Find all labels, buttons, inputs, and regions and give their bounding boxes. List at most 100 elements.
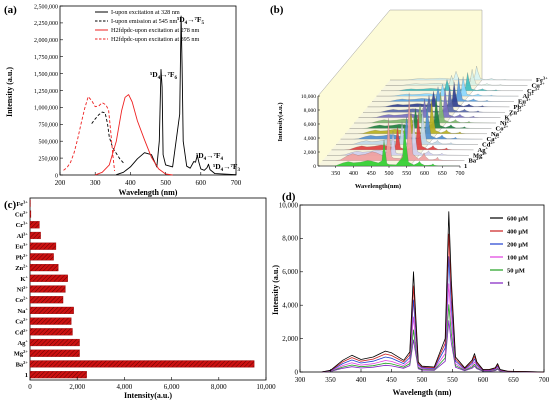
- bar-10: [30, 307, 74, 314]
- panel-d-x-label: Wavelength (nm): [393, 388, 452, 397]
- legend-label: 600 μM: [507, 216, 528, 223]
- x-tick-label: 6,000: [164, 383, 180, 391]
- bar-11: [30, 318, 71, 325]
- bar-9: [30, 296, 63, 303]
- category-label: Ba2+: [16, 360, 29, 369]
- category-label: Cr3+: [16, 221, 29, 230]
- bar-6: [30, 264, 58, 271]
- series-line: [321, 212, 544, 372]
- legend-label: 100 μM: [507, 255, 528, 262]
- panel-a-y-label: Intensity (a.u.): [5, 67, 14, 117]
- y-tick-label: 1,500,000: [34, 72, 58, 78]
- x-tick-label: 700: [231, 179, 242, 187]
- legend-label: 200 μM: [507, 242, 528, 249]
- x-tick-label: 0: [28, 383, 32, 391]
- panel-d-y-label: Intensity (a.u.): [271, 265, 280, 315]
- category-label: Na+: [17, 306, 28, 315]
- x-tick-label: 650: [508, 376, 519, 384]
- y-tick-label: 10,000: [279, 201, 299, 209]
- bar-14: [30, 350, 80, 357]
- panel-c-categories: Fe3+Cu2+Cr3+Al3+Eu3+Pb2+Zn2+K+Ni2+Co2+Na…: [14, 199, 29, 379]
- category-label: Fe3+: [16, 199, 28, 208]
- panel-a: (a) 200 300 400 500 600 700 0 250,000 500,000 75…: [4, 4, 242, 197]
- category-label: Cd2+: [15, 328, 29, 337]
- panel-c-x-label: Intensity(a.u.): [124, 391, 172, 400]
- bar-3: [30, 232, 41, 239]
- y-tick-label: 8,000: [282, 235, 298, 243]
- y-tick-label: 500,000: [39, 140, 59, 146]
- y-tick-label: 1,250,000: [34, 89, 58, 95]
- category-label: Al3+: [17, 231, 29, 240]
- x-tick-label: 400: [356, 376, 367, 384]
- x-tick-label: 650: [438, 171, 447, 177]
- x-tick-label: 450: [367, 171, 376, 177]
- y-tick-label: 0: [55, 173, 58, 179]
- x-tick-label: 200: [55, 179, 66, 187]
- bar-5: [30, 253, 54, 260]
- panel-c: (c) Fe3+Cu2+Cr3+Al3+Eu3+Pb2+Zn2+K+Ni2+Co…: [4, 198, 276, 400]
- x-tick-label: 300: [295, 376, 306, 384]
- x-tick-label: 8,000: [211, 383, 227, 391]
- y-tick-label: 4,000: [282, 302, 298, 310]
- y-tick-label: 1,000,000: [34, 106, 58, 112]
- x-tick-label: 600: [478, 376, 489, 384]
- x-tick-label: 550: [447, 376, 458, 384]
- y-tick-label: 2,250,000: [34, 21, 58, 27]
- y-tick-label: 4,000: [304, 136, 317, 142]
- category-label: Mg2+: [14, 349, 29, 358]
- y-tick-label: 10,000: [301, 94, 316, 100]
- x-tick-label: 500: [385, 171, 394, 177]
- legend-label: 50 μM: [507, 268, 525, 275]
- y-tick-label: 1,750,000: [34, 55, 58, 61]
- panel-b-x-ticks: 350 400 450 500 550 600 650 700: [331, 166, 464, 177]
- x-tick-label: 500: [160, 179, 171, 187]
- x-tick-label: 550: [402, 171, 411, 177]
- bar-1: [30, 211, 31, 218]
- legend-a-1: I-upon excitation at 328 nm: [111, 9, 180, 16]
- series-line: [321, 305, 544, 372]
- x-tick-label: 400: [125, 179, 136, 187]
- x-tick-label: 600: [420, 171, 429, 177]
- ion-label: Ba2+: [469, 156, 482, 165]
- series-line-4: [64, 97, 115, 171]
- x-tick-label: 700: [456, 171, 465, 177]
- x-tick-label: 350: [331, 171, 340, 177]
- y-tick-label: 2,000: [304, 150, 317, 156]
- ion-label: 1: [464, 163, 467, 170]
- panel-a-x-ticks: 200 300 400 500 600 700: [55, 172, 242, 187]
- bar-13: [30, 339, 80, 346]
- panel-c-label: (c): [4, 199, 17, 211]
- category-label: Ni2+: [17, 285, 29, 294]
- bar-8: [30, 286, 65, 293]
- y-tick-label: 2,000,000: [34, 38, 58, 44]
- series-line: [321, 321, 544, 372]
- category-label: Ca2+: [15, 317, 28, 326]
- category-label: Eu3+: [15, 242, 28, 251]
- panel-a-label: (a): [4, 4, 17, 16]
- x-tick-label: 700: [539, 376, 550, 384]
- panel-a-x-label: Wavelength (nm): [119, 188, 178, 197]
- panel-c-bars: [30, 200, 254, 378]
- y-tick-label: 0: [295, 368, 299, 376]
- y-tick-label: 8,000: [304, 108, 317, 114]
- y-tick-label: 250,000: [39, 156, 59, 162]
- legend-label: 1: [507, 281, 510, 288]
- x-tick-label: 4,000: [117, 383, 133, 391]
- bar-16: [30, 371, 87, 378]
- y-tick-label: 2,500,000: [34, 4, 58, 10]
- y-tick-label: 750,000: [39, 123, 59, 129]
- x-tick-label: 600: [196, 179, 207, 187]
- x-tick-label: 300: [90, 179, 101, 187]
- panel-b-label: (b): [270, 4, 284, 16]
- bar-12: [30, 328, 72, 335]
- annotation-d4-f6: ⁵D4→⁷F6: [150, 70, 178, 81]
- x-tick-label: 400: [349, 171, 358, 177]
- y-tick-label: 2,000: [282, 335, 298, 343]
- legend-a-3: H2fdpdc-upon excitation at 278 nm: [111, 27, 200, 34]
- category-label: Ag+: [17, 338, 28, 347]
